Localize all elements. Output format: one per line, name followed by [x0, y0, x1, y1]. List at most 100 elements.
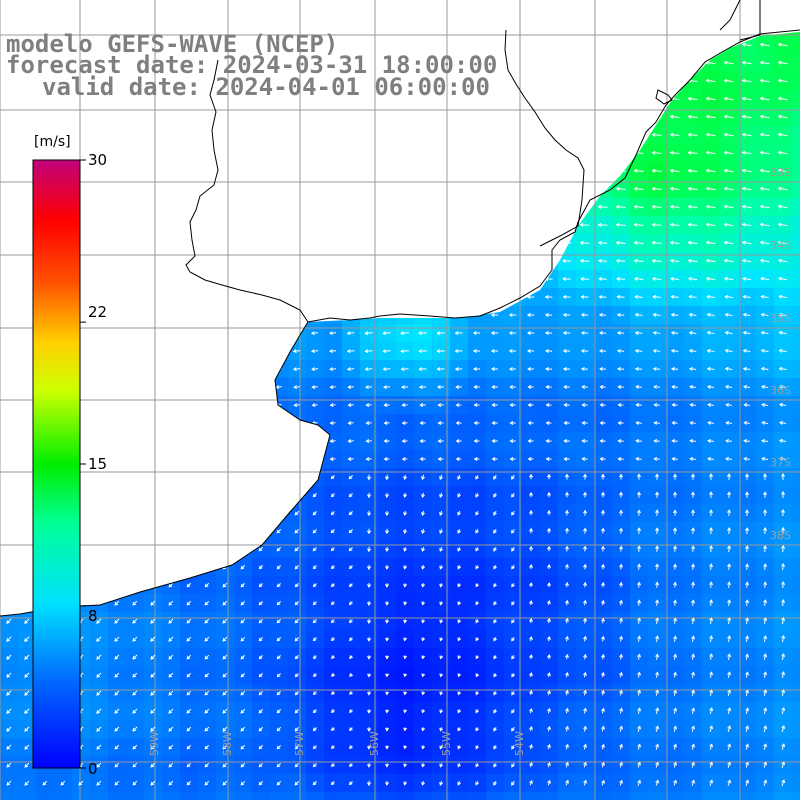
field-cell: [144, 792, 163, 800]
field-cell: [720, 792, 739, 800]
field-cell: [594, 792, 613, 800]
lat-label: 33S: [770, 166, 791, 179]
field-cell: [72, 792, 91, 800]
field-cell: [576, 792, 595, 800]
field-cell: [792, 414, 800, 433]
lat-label: 37S: [770, 456, 791, 469]
field-cell: [54, 792, 73, 800]
field-cell: [468, 792, 487, 800]
lon-label: 55W: [440, 731, 453, 756]
colorbar-tick-label: 30: [88, 151, 108, 169]
field-cell: [792, 738, 800, 757]
field-cell: [630, 792, 649, 800]
field-cell: [288, 792, 307, 800]
field-cell: [792, 288, 800, 307]
lon-label: 54W: [513, 731, 526, 756]
field-cell: [666, 792, 685, 800]
field-cell: [792, 630, 800, 649]
field-cell: [792, 648, 800, 667]
field-cell: [738, 792, 757, 800]
field-cell: [216, 792, 235, 800]
field-cell: [108, 792, 127, 800]
field-cell: [792, 774, 800, 793]
field-cell: [792, 540, 800, 559]
lat-label: 34S: [770, 239, 791, 252]
valid-date: valid date: 2024-04-01 06:00:00: [42, 73, 490, 101]
field-cell: [486, 792, 505, 800]
field-cell: [162, 792, 181, 800]
colorbar-tick-label: 8: [88, 607, 98, 625]
field-cell: [198, 792, 217, 800]
field-cell: [792, 396, 800, 415]
field-cell: [792, 72, 800, 91]
field-cell: [792, 324, 800, 343]
field-cell: [414, 792, 433, 800]
field-cell: [792, 594, 800, 613]
field-cell: [792, 32, 800, 37]
field-cell: [792, 792, 800, 800]
colorbar-tick-label: 22: [88, 303, 108, 321]
field-cell: [792, 666, 800, 685]
field-cell: [540, 792, 559, 800]
field-cell: [792, 558, 800, 577]
colorbar: [32, 159, 81, 769]
field-cell: [324, 792, 343, 800]
field-cell: [306, 792, 325, 800]
field-cell: [756, 792, 775, 800]
lon-label: 58W: [221, 731, 234, 756]
field-cell: [684, 792, 703, 800]
lat-label: 35S: [770, 312, 791, 325]
field-cell: [792, 720, 800, 739]
field-cell: [126, 792, 145, 800]
field-cell: [792, 54, 800, 73]
field-cell: [450, 792, 469, 800]
field-cell: [180, 792, 199, 800]
lon-label: 59W: [148, 731, 161, 756]
field-cell: [792, 36, 800, 55]
field-cell: [792, 306, 800, 325]
field-cell: [792, 216, 800, 235]
field-cell: [792, 702, 800, 721]
field-cell: [342, 792, 361, 800]
lon-label: 57W: [293, 731, 306, 756]
field-cell: [792, 756, 800, 775]
field-cell: [792, 342, 800, 361]
field-cell: [792, 522, 800, 541]
field-cell: [522, 792, 541, 800]
colorbar-tick-label: 0: [88, 760, 98, 778]
field-cell: [18, 792, 37, 800]
field-cell: [774, 32, 793, 37]
field-cell: [792, 576, 800, 595]
field-cell: [792, 684, 800, 703]
field-cell: [792, 180, 800, 199]
lat-label: 38S: [770, 529, 791, 542]
field-cell: [792, 198, 800, 217]
field-cell: [558, 792, 577, 800]
field-cell: [792, 378, 800, 397]
field-cell: [792, 468, 800, 487]
field-cell: [792, 432, 800, 451]
field-cell: [792, 234, 800, 253]
field-cell: [378, 792, 397, 800]
field-cell: [774, 792, 793, 800]
field-cell: [792, 252, 800, 271]
field-cell: [792, 360, 800, 379]
field-cell: [792, 126, 800, 145]
field-cell: [432, 792, 451, 800]
colorbar-tick-label: 15: [88, 455, 108, 473]
field-cell: [234, 792, 253, 800]
field-cell: [792, 90, 800, 109]
field-cell: [792, 162, 800, 181]
field-cell: [252, 792, 271, 800]
field-cell: [270, 792, 289, 800]
field-cell: [0, 792, 19, 800]
field-cell: [792, 612, 800, 631]
field-cell: [792, 270, 800, 289]
field-cell: [702, 792, 721, 800]
lat-label: 36S: [770, 384, 791, 397]
field-cell: [360, 792, 379, 800]
field-cell: [648, 792, 667, 800]
field-cell: [792, 144, 800, 163]
colorbar-unit: [m/s]: [34, 134, 71, 150]
